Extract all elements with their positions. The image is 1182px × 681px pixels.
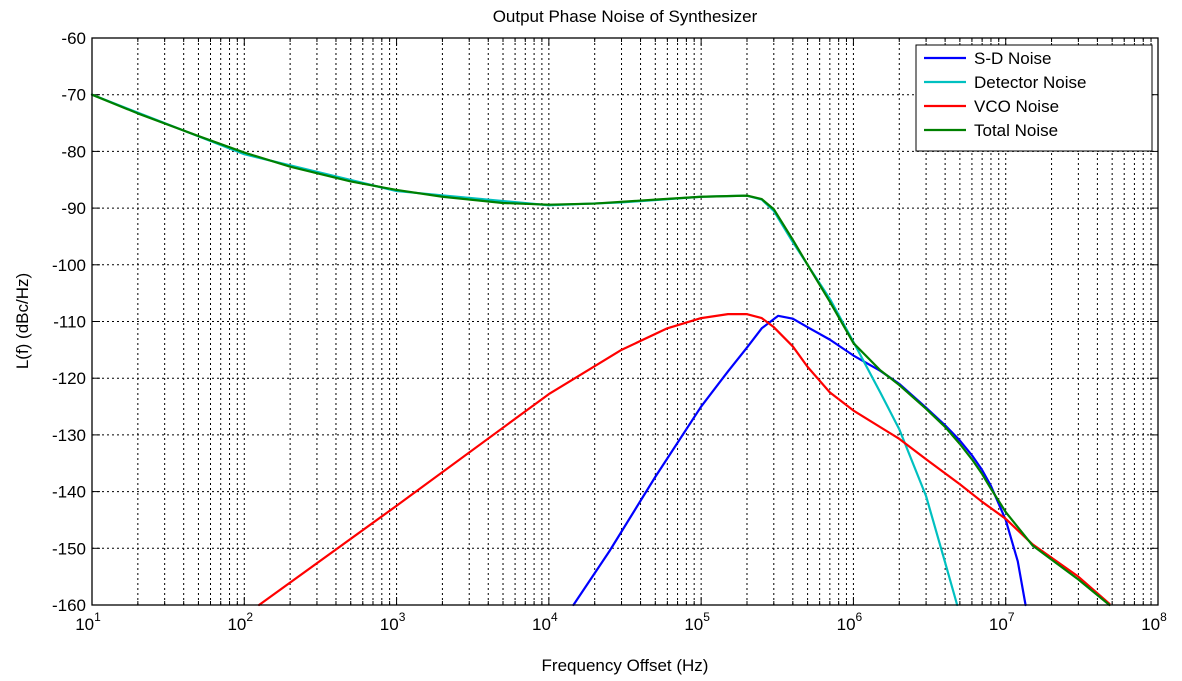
- y-tick-label: -120: [52, 369, 86, 388]
- y-tick-label: -160: [52, 596, 86, 615]
- y-tick-label: -110: [53, 313, 86, 332]
- y-tick-label: -60: [61, 29, 86, 48]
- legend-label: VCO Noise: [974, 97, 1059, 116]
- y-tick-label: -140: [52, 483, 86, 502]
- total-noise-line: [90, 93, 1111, 607]
- x-tick-label: 104: [532, 610, 558, 634]
- y-tick-label: -130: [52, 426, 86, 445]
- y-tick-label: -100: [52, 256, 86, 275]
- axis-ticks: [92, 37, 1158, 606]
- legend-label: Total Noise: [974, 121, 1058, 140]
- x-tick-label: 102: [227, 610, 253, 634]
- x-tick-label: 107: [989, 610, 1015, 634]
- x-tick-label: 108: [1141, 610, 1167, 634]
- legend: S-D Noise Detector Noise VCO Noise Total No…: [915, 44, 1153, 152]
- series-lines: [90, 93, 1111, 607]
- plot-frame: [91, 37, 1159, 606]
- sd-noise-line: [572, 314, 1027, 607]
- x-axis-label: Frequency Offset (Hz): [542, 656, 709, 675]
- x-tick-label: 105: [684, 610, 710, 634]
- x-tick-label: 103: [380, 610, 406, 634]
- legend-box: [915, 44, 1153, 152]
- vco-noise-line: [257, 313, 1111, 607]
- x-tick-label: 106: [837, 610, 863, 634]
- y-tick-label: -150: [52, 539, 86, 558]
- y-tick-label: -70: [61, 86, 86, 105]
- y-axis-label: L(f) (dBc/Hz): [13, 273, 32, 369]
- y-tick-label: -90: [61, 199, 86, 218]
- chart-title: Output Phase Noise of Synthesizer: [493, 7, 758, 26]
- y-tick-label: -80: [61, 142, 86, 161]
- x-tick-labels: 101 102 103 104 105 106 107 108: [75, 610, 1167, 634]
- legend-label: Detector Noise: [974, 73, 1086, 92]
- y-tick-labels: -60 -70 -80 -90 -100 -110 -120 -130 -140 -150 -160: [52, 29, 86, 615]
- legend-label: S-D Noise: [974, 49, 1051, 68]
- x-tick-label: 101: [75, 610, 101, 634]
